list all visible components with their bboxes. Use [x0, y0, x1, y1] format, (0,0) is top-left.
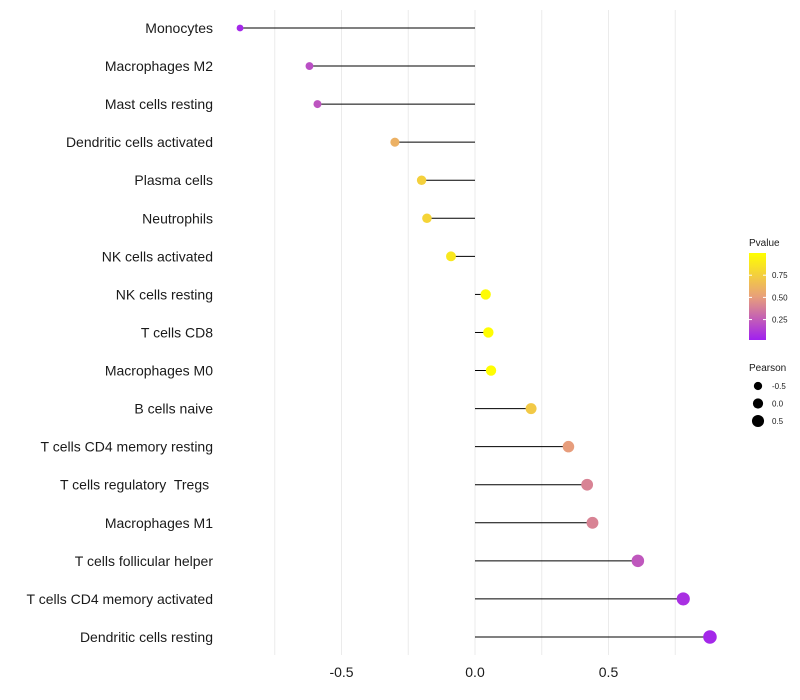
- category-label-t-cells-regulatory-tregs: T cells regulatory Tregs: [60, 477, 213, 493]
- point-nk-cells-activated: [446, 251, 456, 262]
- pearson-legend-items: -0.5 0.0 0.5: [751, 381, 786, 428]
- pvalue-colorbar: [749, 253, 766, 340]
- point-b-cells-naive: [525, 403, 537, 415]
- point-macrophages-m2: [305, 62, 314, 70]
- point-t-cells-cd4-memory-resting: [562, 440, 575, 453]
- point-t-cells-cd8: [483, 327, 494, 338]
- category-label-t-cells-cd8: T cells CD8: [141, 324, 213, 340]
- x-tick-label: 0.5: [599, 664, 619, 680]
- category-label-plasma-cells: Plasma cells: [134, 172, 213, 188]
- x-tick-label: -0.5: [329, 664, 353, 680]
- pearson-legend-label: 0.5: [772, 417, 784, 426]
- pearson-legend-label: -0.5: [772, 382, 786, 391]
- category-label-dendritic-cells-resting: Dendritic cells resting: [80, 629, 213, 645]
- pearson-legend-dot: [752, 398, 764, 409]
- point-t-cells-follicular-helper: [631, 554, 645, 568]
- point-dendritic-cells-resting: [703, 630, 717, 644]
- category-label-neutrophils: Neutrophils: [142, 210, 213, 226]
- pvalue-legend-ticks: 0.75 0.50 0.25: [749, 271, 788, 325]
- category-label-t-cells-cd4-memory-resting: T cells CD4 memory resting: [41, 439, 213, 455]
- point-nk-cells-resting: [480, 289, 491, 300]
- pearson-legend-dot: [753, 381, 763, 391]
- point-dendritic-cells-activated: [390, 137, 400, 147]
- category-label-t-cells-follicular-helper: T cells follicular helper: [75, 553, 214, 569]
- pvalue-tick-label: 0.50: [772, 293, 788, 302]
- pearson-legend-dot: [751, 414, 765, 428]
- pearson-legend-label: 0.0: [772, 400, 784, 409]
- point-macrophages-m1: [586, 516, 599, 529]
- point-neutrophils: [422, 213, 432, 224]
- pvalue-legend-title: Pvalue: [749, 238, 780, 249]
- point-monocytes: [236, 24, 244, 32]
- category-labels: Monocytes Macrophages M2 Mast cells restin…: [27, 20, 214, 645]
- category-label-macrophages-m2: Macrophages M2: [105, 58, 213, 74]
- category-label-nk-cells-activated: NK cells activated: [102, 248, 213, 264]
- pvalue-tick-label: 0.25: [772, 316, 788, 325]
- x-axis: -0.5 0.0 0.5: [329, 664, 618, 680]
- grid-layer: [274, 10, 676, 655]
- x-tick-label: 0.0: [465, 664, 485, 680]
- pearson-legend-title: Pearson: [749, 363, 786, 374]
- category-label-t-cells-cd4-memory-activated: T cells CD4 memory activated: [27, 591, 213, 607]
- point-t-cells-regulatory-tregs: [581, 478, 594, 491]
- category-label-nk-cells-resting: NK cells resting: [116, 286, 213, 302]
- category-label-mast-cells-resting: Mast cells resting: [105, 96, 213, 112]
- category-label-monocytes: Monocytes: [145, 20, 213, 36]
- point-macrophages-m0: [485, 365, 497, 376]
- point-mast-cells-resting: [313, 100, 322, 109]
- category-label-b-cells-naive: B cells naive: [134, 401, 213, 417]
- category-label-macrophages-m1: Macrophages M1: [105, 515, 213, 531]
- pvalue-legend: Pvalue 0.75 0.50 0.25: [749, 238, 788, 340]
- pearson-legend: Pearson -0.5 0.0 0.5: [749, 363, 786, 428]
- point-t-cells-cd4-memory-activated: [676, 592, 690, 606]
- point-plasma-cells: [416, 175, 427, 185]
- pvalue-tick-label: 0.75: [772, 271, 788, 280]
- category-label-macrophages-m0: Macrophages M0: [105, 363, 213, 379]
- category-label-dendritic-cells-activated: Dendritic cells activated: [66, 134, 213, 150]
- point-layer: [236, 24, 717, 644]
